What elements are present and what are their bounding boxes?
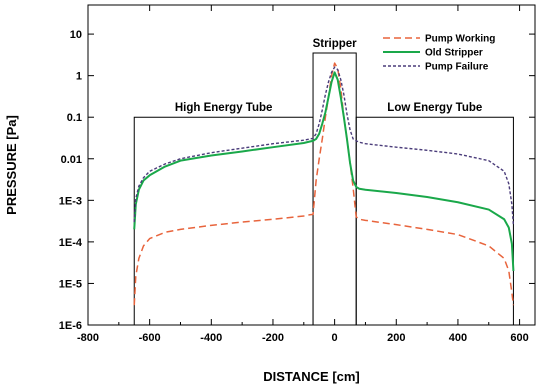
legend-label: Pump Working: [425, 34, 495, 45]
legend-label: Old Stripper: [425, 48, 483, 59]
y-axis-label: PRESSURE [Pa]: [4, 115, 19, 215]
region-box: [312, 52, 357, 325]
y-tick-label: 1: [76, 71, 82, 83]
x-tick-label: -400: [200, 332, 222, 344]
y-tick-label: 1E-6: [59, 320, 82, 332]
region-box: [355, 116, 514, 325]
y-axis-ticks: 1E-6 1E-5 1E-4 1E-3 0.01 0.1 1 10: [59, 29, 535, 332]
series-line: [133, 66, 515, 226]
y-tick-label: 0.01: [61, 154, 82, 166]
legend: Pump Working Old Stripper Pump Failure: [383, 34, 495, 73]
region-label: Low Energy Tube: [387, 102, 482, 114]
legend-label: Pump Failure: [425, 62, 489, 73]
x-tick-label: 400: [449, 332, 467, 344]
plot-frame-border: [87, 4, 536, 326]
y-tick-label: 10: [70, 29, 82, 41]
y-tick-label: 1E-4: [59, 237, 83, 249]
x-axis-ticks: -800 -600 -400 -200 0 200 400 600: [77, 5, 529, 344]
x-tick-label: -200: [262, 332, 284, 344]
y-tick-label: 0.1: [67, 112, 82, 124]
region-box: [133, 116, 314, 325]
series-line: [133, 71, 515, 271]
x-tick-label: -800: [77, 332, 99, 344]
region-boxes: High Energy Tube Stripper Low Energy Tube: [133, 38, 514, 325]
series-line: [133, 62, 515, 306]
region-label: Stripper: [313, 38, 358, 50]
x-tick-label: 600: [510, 332, 528, 344]
x-axis-label: DISTANCE [cm]: [263, 369, 360, 384]
x-tick-label: 200: [387, 332, 405, 344]
x-tick-label: 0: [332, 332, 338, 344]
region-label: High Energy Tube: [175, 102, 273, 114]
series-lines: [133, 62, 515, 306]
y-tick-label: 1E-3: [59, 195, 82, 207]
plot-frame: [87, 4, 536, 326]
x-tick-label: -600: [139, 332, 161, 344]
y-tick-label: 1E-5: [59, 278, 82, 290]
